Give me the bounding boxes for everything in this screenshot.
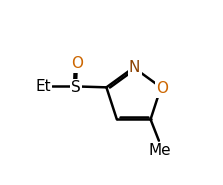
Text: O: O xyxy=(71,56,83,71)
Text: Et: Et xyxy=(35,79,51,94)
Text: O: O xyxy=(156,81,168,96)
Text: Me: Me xyxy=(149,142,171,157)
Text: N: N xyxy=(129,60,140,75)
Text: S: S xyxy=(71,80,81,95)
